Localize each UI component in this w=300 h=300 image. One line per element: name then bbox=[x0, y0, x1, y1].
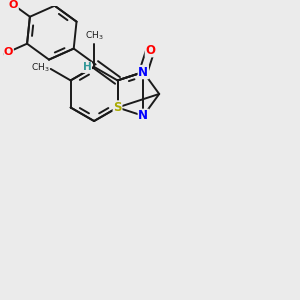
Text: H: H bbox=[82, 62, 91, 72]
Text: N: N bbox=[138, 110, 148, 122]
Text: S: S bbox=[113, 101, 122, 114]
Text: $\mathregular{CH_3}$: $\mathregular{CH_3}$ bbox=[85, 29, 104, 41]
Text: N: N bbox=[138, 66, 148, 79]
Text: $\mathregular{CH_3}$: $\mathregular{CH_3}$ bbox=[31, 61, 49, 74]
Text: O: O bbox=[9, 0, 18, 10]
Text: O: O bbox=[4, 47, 13, 57]
Text: O: O bbox=[146, 44, 155, 57]
